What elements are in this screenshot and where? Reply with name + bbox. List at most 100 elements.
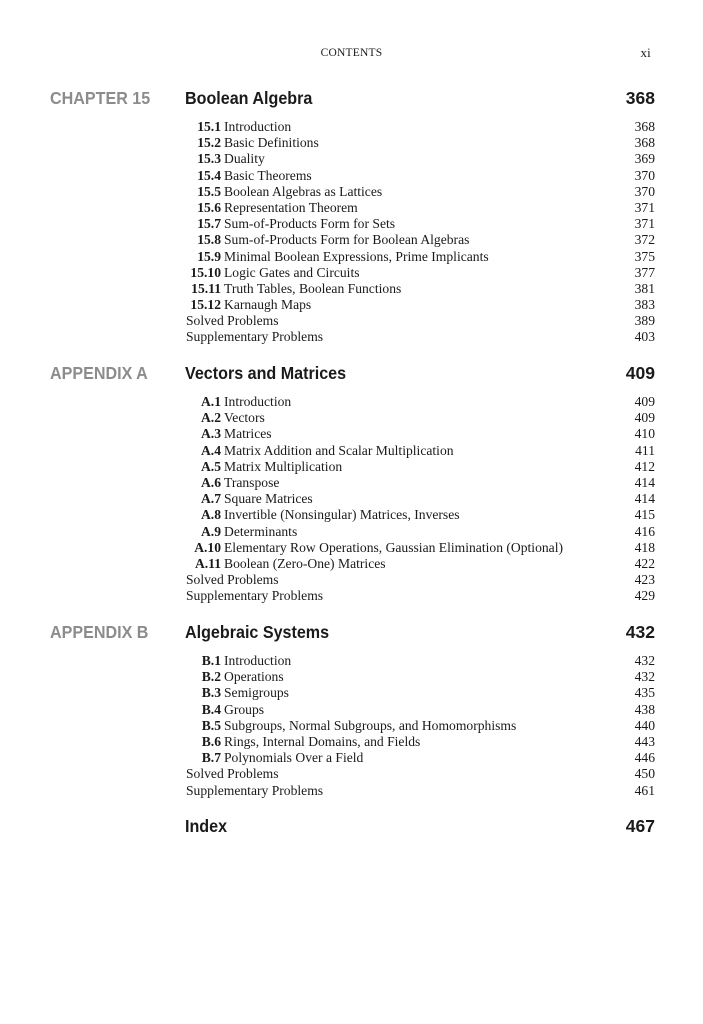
- entry-title: Invertible (Nonsingular) Matrices, Inver…: [224, 507, 460, 523]
- entry-page: 412: [634, 458, 655, 474]
- entry-number: B.4: [201, 701, 221, 717]
- entry-title: Transpose: [224, 474, 280, 490]
- toc-entry[interactable]: Solved Problems 389: [0, 313, 703, 329]
- entry-page: 416: [634, 523, 655, 539]
- page-number: xi: [640, 45, 651, 60]
- entry-title: Logic Gates and Circuits: [224, 264, 360, 280]
- entry-title: Matrix Multiplication: [224, 458, 343, 474]
- toc-entry[interactable]: 15.12 Karnaugh Maps 383: [0, 297, 703, 313]
- toc-entry[interactable]: B.6 Rings, Internal Domains, and Fields 44…: [0, 734, 703, 750]
- entry-number: A.7: [200, 491, 221, 507]
- entry-page: 461: [634, 782, 655, 798]
- entry-title: Polynomials Over a Field: [224, 750, 364, 766]
- toc-entry[interactable]: Solved Problems 423: [0, 572, 703, 588]
- entry-number: 15.10: [190, 264, 221, 280]
- entry-title: Introduction: [224, 653, 292, 668]
- toc-entry[interactable]: 15.9 Minimal Boolean Expressions, Prime I…: [0, 249, 703, 265]
- entry-page: 375: [634, 248, 655, 264]
- entry-page: 389: [634, 313, 655, 329]
- entry-title: Determinants: [224, 523, 298, 539]
- toc-entry[interactable]: Supplementary Problems 461: [0, 783, 703, 799]
- toc-entry[interactable]: 15.7 Sum-of-Products Form for Sets 371: [0, 216, 703, 232]
- section-title: Index: [185, 816, 228, 836]
- toc-section: APPENDIX A Vectors and Matrices 409 A.1 Intr…: [0, 362, 703, 604]
- toc-entry[interactable]: 15.2 Basic Definitions 368: [0, 135, 703, 151]
- section-label: APPENDIX B: [50, 622, 149, 642]
- entry-title: Sum-of-Products Form for Boolean Algebra…: [224, 232, 470, 248]
- entry-number: 15.1: [197, 119, 221, 134]
- entry-title: Introduction: [224, 394, 292, 409]
- toc-entry[interactable]: A.9 Determinants 416: [0, 524, 703, 540]
- toc-entry[interactable]: A.6 Transpose 414: [0, 475, 703, 491]
- entry-number: 15.9: [197, 248, 221, 264]
- entry-page: 414: [634, 474, 655, 490]
- toc-entry[interactable]: A.3 Matrices 410: [0, 426, 703, 442]
- toc-entry[interactable]: Supplementary Problems 429: [0, 588, 703, 604]
- section-heading[interactable]: APPENDIX A Vectors and Matrices 409: [0, 362, 703, 394]
- toc-entry[interactable]: A.2 Vectors 409: [0, 410, 703, 426]
- section-title: Boolean Algebra: [185, 88, 313, 108]
- toc-entry[interactable]: A.8 Invertible (Nonsingular) Matrices, In…: [0, 507, 703, 523]
- toc-entry[interactable]: B.4 Groups 438: [0, 702, 703, 718]
- entry-title: Solved Problems: [186, 572, 279, 588]
- toc-entry[interactable]: A.1 Introduction 409: [0, 394, 703, 410]
- entry-title: Solved Problems: [186, 766, 279, 782]
- toc-entry[interactable]: 15.4 Basic Theorems 370: [0, 168, 703, 184]
- section-heading[interactable]: APPENDIX B Algebraic Systems 432: [0, 621, 703, 653]
- entry-title: Vectors: [224, 410, 265, 426]
- entry-number: 15.11: [191, 280, 221, 296]
- entry-number: 15.3: [197, 151, 221, 167]
- entry-number: 15.8: [197, 232, 221, 248]
- entry-page: 423: [634, 572, 655, 588]
- section-heading[interactable]: Index 467: [0, 815, 703, 847]
- entry-number: B.5: [201, 717, 221, 733]
- entry-title: Matrix Addition and Scalar Multiplicatio…: [224, 442, 454, 458]
- entry-number: A.11: [194, 555, 221, 571]
- toc-entry[interactable]: B.3 Semigroups 435: [0, 685, 703, 701]
- section-title: Algebraic Systems: [185, 622, 330, 642]
- entry-page: 432: [634, 653, 655, 668]
- entry-title: Subgroups, Normal Subgroups, and Homomor…: [224, 717, 517, 733]
- entry-page: 429: [634, 588, 655, 604]
- toc-entry[interactable]: A.5 Matrix Multiplication 412: [0, 459, 703, 475]
- entry-number: A.8: [200, 507, 221, 523]
- section-page: 409: [625, 363, 655, 383]
- toc-entry[interactable]: 15.5 Boolean Algebras as Lattices 370: [0, 184, 703, 200]
- entry-page: 368: [634, 135, 655, 151]
- entry-number: A.4: [200, 442, 221, 458]
- entry-title: Operations: [224, 669, 284, 685]
- toc-entry[interactable]: 15.10 Logic Gates and Circuits 377: [0, 265, 703, 281]
- entry-title: Karnaugh Maps: [224, 297, 312, 313]
- entry-number: B.7: [201, 750, 221, 766]
- toc-entry[interactable]: Solved Problems 450: [0, 766, 703, 782]
- entry-page: 370: [634, 183, 655, 199]
- toc-entry[interactable]: 15.8 Sum-of-Products Form for Boolean Alg…: [0, 232, 703, 248]
- toc-entry[interactable]: 15.11 Truth Tables, Boolean Functions 381: [0, 281, 703, 297]
- entry-page: 410: [634, 426, 655, 442]
- entry-number: A.2: [200, 410, 221, 426]
- toc-entry[interactable]: A.7 Square Matrices 414: [0, 491, 703, 507]
- entry-number: A.1: [200, 394, 221, 409]
- toc-entry[interactable]: B.1 Introduction 432: [0, 653, 703, 669]
- entry-page: 411: [635, 442, 655, 458]
- entry-page: 369: [634, 151, 655, 167]
- toc-entry[interactable]: 15.3 Duality 369: [0, 151, 703, 167]
- section-label: APPENDIX A: [50, 363, 148, 383]
- toc-entry[interactable]: 15.1 Introduction 368: [0, 119, 703, 135]
- entry-title: Matrices: [224, 426, 272, 442]
- toc-entry[interactable]: B.7 Polynomials Over a Field 446: [0, 750, 703, 766]
- toc-entry[interactable]: 15.6 Representation Theorem 371: [0, 200, 703, 216]
- toc-entry[interactable]: A.10 Elementary Row Operations, Gaussian …: [0, 540, 703, 556]
- entry-number: A.9: [200, 523, 221, 539]
- entry-page: 432: [634, 669, 655, 685]
- toc-section: Index 467: [0, 815, 703, 847]
- section-heading[interactable]: CHAPTER 15 Boolean Algebra 368: [0, 87, 703, 119]
- entry-title: Duality: [224, 151, 265, 167]
- toc-entry[interactable]: B.5 Subgroups, Normal Subgroups, and Homo…: [0, 718, 703, 734]
- toc-entry[interactable]: Supplementary Problems 403: [0, 329, 703, 345]
- section-page: 467: [625, 816, 655, 836]
- toc-entry[interactable]: A.11 Boolean (Zero-One) Matrices 422: [0, 556, 703, 572]
- toc-entry[interactable]: A.4 Matrix Addition and Scalar Multiplica…: [0, 443, 703, 459]
- entry-number: A.6: [200, 474, 221, 490]
- toc-entry[interactable]: B.2 Operations 432: [0, 669, 703, 685]
